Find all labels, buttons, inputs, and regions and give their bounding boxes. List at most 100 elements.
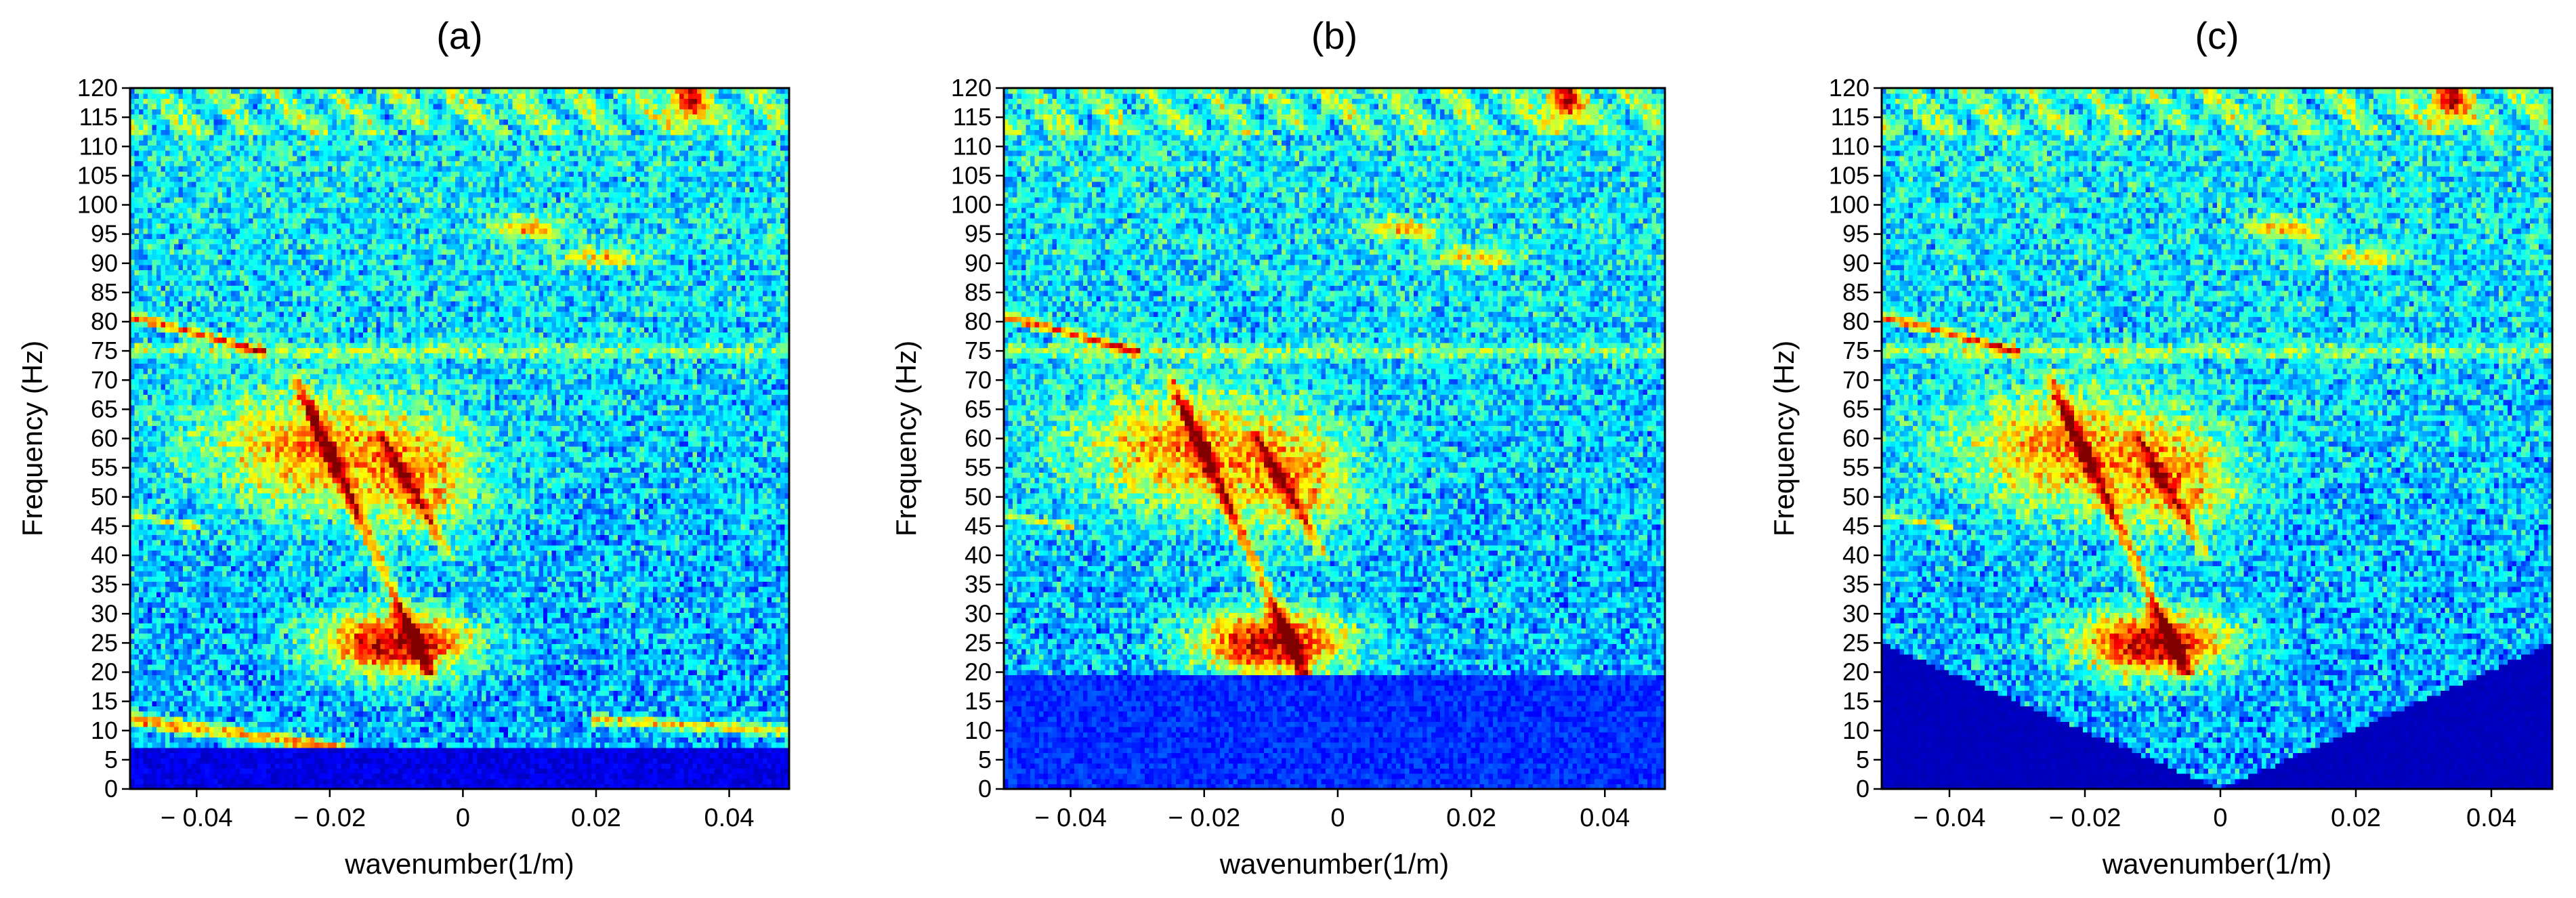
x-tick-label: 0	[1330, 804, 1345, 832]
x-tick-label: 0.02	[571, 804, 621, 832]
spectrum-heatmap	[1004, 88, 1666, 790]
y-tick-label: 0	[978, 775, 992, 803]
y-tick-label: 95	[965, 220, 992, 248]
y-tick-label: 100	[77, 191, 118, 219]
x-tick-label: 0	[456, 804, 470, 832]
y-tick-label: 80	[965, 307, 992, 335]
y-tick-label: 95	[1842, 220, 1870, 248]
y-tick-label: 115	[79, 103, 118, 131]
y-tick-label: 30	[91, 599, 118, 627]
y-tick-label: 100	[1829, 191, 1870, 219]
y-tick-label: 35	[1842, 570, 1870, 598]
y-tick-label: 35	[965, 570, 992, 598]
y-tick-label: 70	[1842, 366, 1870, 393]
x-tick-label: − 0.02	[293, 804, 366, 832]
y-tick-label: 55	[965, 454, 992, 482]
x-axis-label: wavenumber(1/m)	[1219, 848, 1449, 880]
y-tick-label: 105	[951, 161, 992, 189]
y-tick-label: 70	[965, 366, 992, 393]
y-tick-label: 115	[953, 103, 992, 131]
x-tick-label: 0.04	[1580, 804, 1630, 832]
panel-b: (b)0510152025303540455055606570758085909…	[890, 14, 1666, 880]
y-tick-label: 105	[1829, 161, 1870, 189]
x-tick-label: − 0.02	[1168, 804, 1240, 832]
y-tick-label: 50	[1842, 483, 1870, 511]
y-axis-label: Frequency (Hz)	[16, 341, 48, 536]
y-tick-label: 15	[965, 687, 992, 715]
y-tick-label: 10	[965, 717, 992, 744]
y-tick-label: 10	[1842, 717, 1870, 744]
y-tick-label: 40	[965, 541, 992, 569]
y-tick-label: 20	[91, 658, 118, 686]
panel-c: (c) 0510152025303540455055606570758085909…	[1768, 14, 2553, 880]
y-tick-label: 50	[965, 483, 992, 511]
spectrum-heatmap	[130, 88, 790, 790]
y-tick-label: 20	[1842, 658, 1870, 686]
panel-a: (a)0510152025303540455055606570758085909…	[16, 14, 790, 880]
y-tick-label: 110	[1831, 132, 1870, 160]
y-tick-label: 115	[1831, 103, 1870, 131]
y-tick-label: 90	[91, 249, 118, 277]
y-tick-label: 55	[91, 454, 118, 482]
y-tick-label: 60	[1842, 425, 1870, 452]
x-tick-label: − 0.04	[161, 804, 233, 832]
x-tick-label: − 0.02	[2049, 804, 2121, 832]
y-tick-label: 15	[91, 687, 118, 715]
y-tick-label: 65	[1842, 395, 1870, 423]
y-tick-label: 80	[1842, 307, 1870, 335]
y-axis-label: Frequency (Hz)	[890, 341, 922, 536]
y-tick-label: 5	[104, 746, 118, 773]
y-tick-label: 100	[951, 191, 992, 219]
y-tick-label: 80	[91, 307, 118, 335]
x-tick-label: 0.02	[2331, 804, 2381, 832]
y-tick-label: 105	[77, 161, 118, 189]
y-tick-label: 70	[91, 366, 118, 393]
y-tick-label: 90	[1842, 249, 1870, 277]
y-tick-label: 110	[79, 132, 118, 160]
y-tick-label: 30	[1842, 599, 1870, 627]
y-tick-label: 15	[1842, 687, 1870, 715]
spectrum-heatmap	[1882, 88, 2553, 790]
y-tick-label: 0	[1856, 775, 1870, 803]
x-tick-label: 0.04	[704, 804, 755, 832]
y-tick-label: 110	[953, 132, 992, 160]
y-tick-label: 5	[978, 746, 992, 773]
y-tick-label: 60	[965, 425, 992, 452]
y-tick-label: 50	[91, 483, 118, 511]
y-tick-label: 25	[1842, 628, 1870, 656]
x-tick-label: − 0.04	[1914, 804, 1986, 832]
y-tick-label: 0	[104, 775, 118, 803]
y-tick-label: 75	[965, 337, 992, 364]
y-tick-label: 45	[965, 512, 992, 540]
y-tick-label: 30	[965, 599, 992, 627]
y-tick-label: 120	[1829, 74, 1870, 102]
y-tick-label: 75	[1842, 337, 1870, 364]
y-tick-label: 120	[77, 74, 118, 102]
y-tick-label: 120	[951, 74, 992, 102]
x-axis-label: wavenumber(1/m)	[2102, 848, 2331, 880]
y-tick-label: 40	[1842, 541, 1870, 569]
y-tick-label: 45	[1842, 512, 1870, 540]
x-tick-label: 0.02	[1446, 804, 1496, 832]
y-tick-label: 25	[965, 628, 992, 656]
panel-title: (a)	[436, 14, 482, 57]
y-tick-label: 85	[965, 278, 992, 306]
y-tick-label: 85	[1842, 278, 1870, 306]
y-tick-label: 90	[965, 249, 992, 277]
y-tick-label: 65	[91, 395, 118, 423]
panel-title: (b)	[1311, 14, 1357, 57]
y-axis-label: Frequency (Hz)	[1768, 341, 1800, 536]
y-tick-label: 55	[1842, 454, 1870, 482]
panel-title: (c)	[2195, 14, 2239, 57]
y-tick-label: 20	[965, 658, 992, 686]
x-tick-label: − 0.04	[1034, 804, 1107, 832]
y-tick-label: 65	[965, 395, 992, 423]
y-tick-label: 5	[1856, 746, 1870, 773]
x-axis-label: wavenumber(1/m)	[344, 848, 574, 880]
y-tick-label: 10	[91, 717, 118, 744]
y-tick-label: 75	[91, 337, 118, 364]
y-tick-label: 95	[91, 220, 118, 248]
y-tick-label: 40	[91, 541, 118, 569]
y-tick-label: 35	[91, 570, 118, 598]
